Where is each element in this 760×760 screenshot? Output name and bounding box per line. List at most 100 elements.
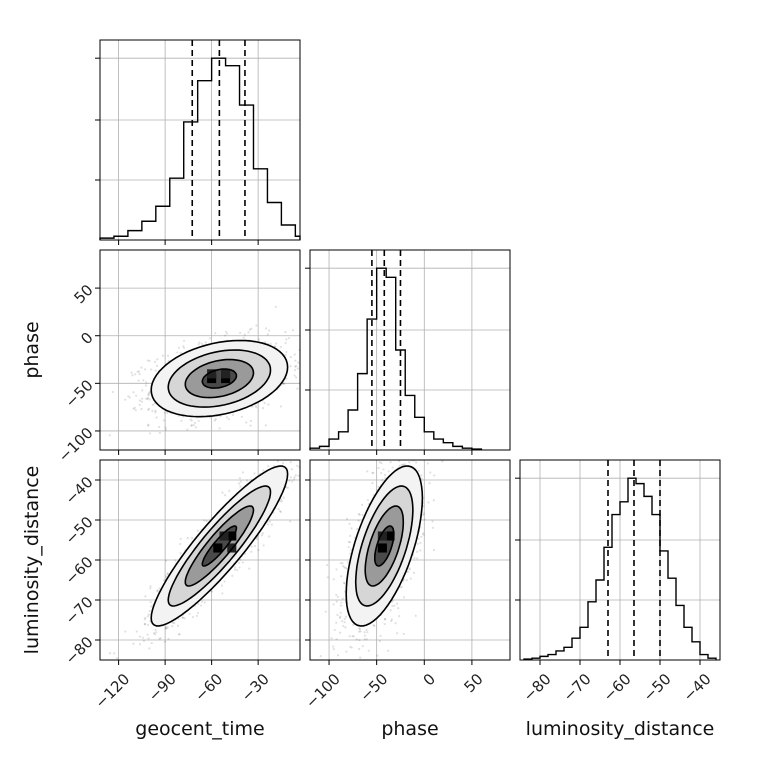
- histogram-phase: [309, 267, 483, 450]
- scatter-point: [227, 418, 230, 421]
- scatter-point: [155, 631, 158, 634]
- scatter-point: [377, 485, 380, 488]
- scatter-point: [294, 474, 297, 477]
- scatter-point: [124, 630, 127, 633]
- scatter-point: [224, 334, 227, 337]
- scatter-point: [302, 362, 304, 364]
- scatter-point: [356, 528, 359, 531]
- scatter-point: [335, 600, 338, 603]
- scatter-point: [165, 627, 168, 630]
- scatter-point: [132, 391, 135, 394]
- scatter-point: [363, 631, 366, 634]
- scatter-point: [141, 397, 144, 400]
- density-cell: [207, 369, 217, 379]
- scatter-point: [286, 455, 288, 457]
- scatter-point: [278, 510, 282, 513]
- scatter-point: [343, 566, 346, 569]
- x-tick-label: −90: [145, 670, 180, 705]
- scatter-point: [402, 596, 406, 599]
- scatter-point: [253, 472, 256, 475]
- scatter-point: [132, 407, 135, 410]
- scatter-point: [261, 407, 265, 410]
- scatter-point: [171, 621, 174, 624]
- scatter-point: [281, 454, 283, 456]
- scatter-point: [380, 462, 383, 465]
- scatter-point: [419, 541, 422, 545]
- y-tick-label: −70: [62, 593, 97, 628]
- scatter-point: [148, 609, 151, 613]
- scatter-point: [192, 423, 195, 427]
- scatter-point: [389, 609, 392, 612]
- contour-line: [184, 358, 255, 399]
- scatter-point: [417, 469, 420, 473]
- scatter-point: [190, 537, 194, 540]
- scatter-point: [325, 563, 329, 567]
- scatter-point: [340, 601, 343, 604]
- scatter-point: [260, 534, 264, 537]
- x-tick-label: −80: [520, 670, 555, 705]
- scatter-point: [297, 361, 300, 364]
- scatter-point: [352, 635, 355, 638]
- x-tick-label: 0: [420, 670, 439, 689]
- scatter-point: [182, 345, 185, 348]
- panel-border: [309, 249, 511, 451]
- scatter-point: [387, 649, 390, 652]
- panel-border: [99, 249, 301, 451]
- scatter-point: [350, 646, 353, 649]
- scatter-point: [302, 451, 304, 453]
- scatter-point: [153, 633, 157, 636]
- scatter-point: [359, 656, 362, 659]
- scatter-point: [339, 611, 342, 614]
- scatter-point: [339, 631, 342, 634]
- scatter-point: [427, 501, 430, 504]
- scatter-point: [359, 630, 362, 633]
- panel-luminosity_distance-hist: −80 −70 −60 −50 −40: [515, 459, 721, 705]
- scatter-point: [393, 604, 396, 607]
- scatter-point: [279, 500, 282, 503]
- scatter-point: [335, 621, 338, 624]
- scatter-point: [305, 469, 307, 471]
- scatter-point: [289, 365, 292, 368]
- scatter-point: [239, 485, 242, 488]
- scatter-point: [113, 652, 116, 655]
- scatter-point: [410, 456, 412, 458]
- scatter-point: [197, 419, 200, 422]
- scatter-point: [233, 568, 237, 571]
- scatter-point: [161, 354, 165, 357]
- scatter-point: [332, 578, 335, 581]
- scatter-point: [219, 415, 222, 418]
- scatter-point: [296, 387, 299, 390]
- scatter-point: [208, 337, 211, 340]
- scatter-point: [384, 473, 387, 477]
- contour-line: [150, 339, 289, 418]
- scatter-point: [342, 624, 345, 628]
- scatter-point: [342, 564, 345, 568]
- scatter-point: [333, 671, 335, 673]
- contour-line: [345, 465, 424, 627]
- scatter-point: [439, 456, 441, 458]
- scatter-point: [365, 628, 368, 632]
- scatter-point: [204, 341, 207, 344]
- scatter-point: [361, 513, 364, 517]
- x-tick-label: −120: [91, 670, 133, 712]
- scatter-point: [148, 647, 151, 650]
- scatter-point: [314, 679, 316, 681]
- scatter-point: [190, 424, 193, 427]
- scatter-point: [203, 601, 206, 604]
- scatter-point: [130, 371, 133, 374]
- density-cell: [213, 543, 223, 553]
- scatter-point: [416, 557, 419, 560]
- scatter-point: [128, 396, 131, 399]
- scatter-point: [166, 572, 169, 575]
- contour-line: [364, 505, 405, 587]
- scatter-point: [294, 376, 298, 379]
- scatter-point: [431, 526, 435, 529]
- scatter-point: [336, 595, 339, 598]
- x-tick-label: −100: [302, 670, 344, 712]
- scatter-point: [291, 480, 294, 483]
- scatter-point: [422, 512, 425, 515]
- scatter-point: [380, 472, 383, 475]
- scatter-point: [108, 434, 111, 437]
- scatter-point: [158, 587, 161, 590]
- scatter-point: [116, 657, 119, 660]
